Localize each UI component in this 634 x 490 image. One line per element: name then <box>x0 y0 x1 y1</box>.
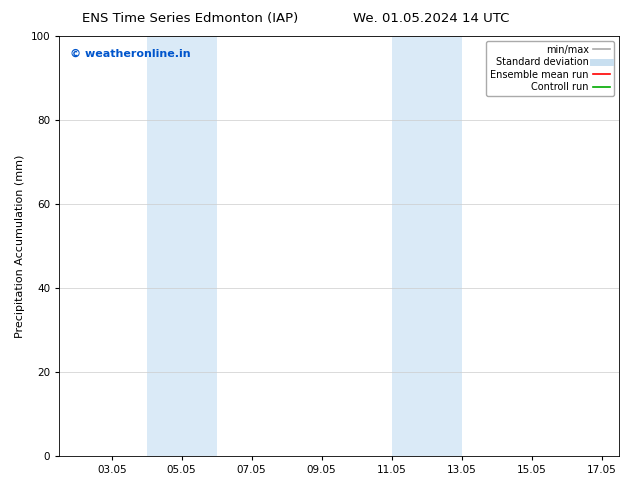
Bar <box>392 36 462 456</box>
Text: We. 01.05.2024 14 UTC: We. 01.05.2024 14 UTC <box>353 12 509 25</box>
Legend: min/max, Standard deviation, Ensemble mean run, Controll run: min/max, Standard deviation, Ensemble me… <box>486 41 614 96</box>
Bar <box>146 36 217 456</box>
Text: © weatheronline.in: © weatheronline.in <box>70 49 191 59</box>
Text: ENS Time Series Edmonton (IAP): ENS Time Series Edmonton (IAP) <box>82 12 299 25</box>
Y-axis label: Precipitation Accumulation (mm): Precipitation Accumulation (mm) <box>15 154 25 338</box>
